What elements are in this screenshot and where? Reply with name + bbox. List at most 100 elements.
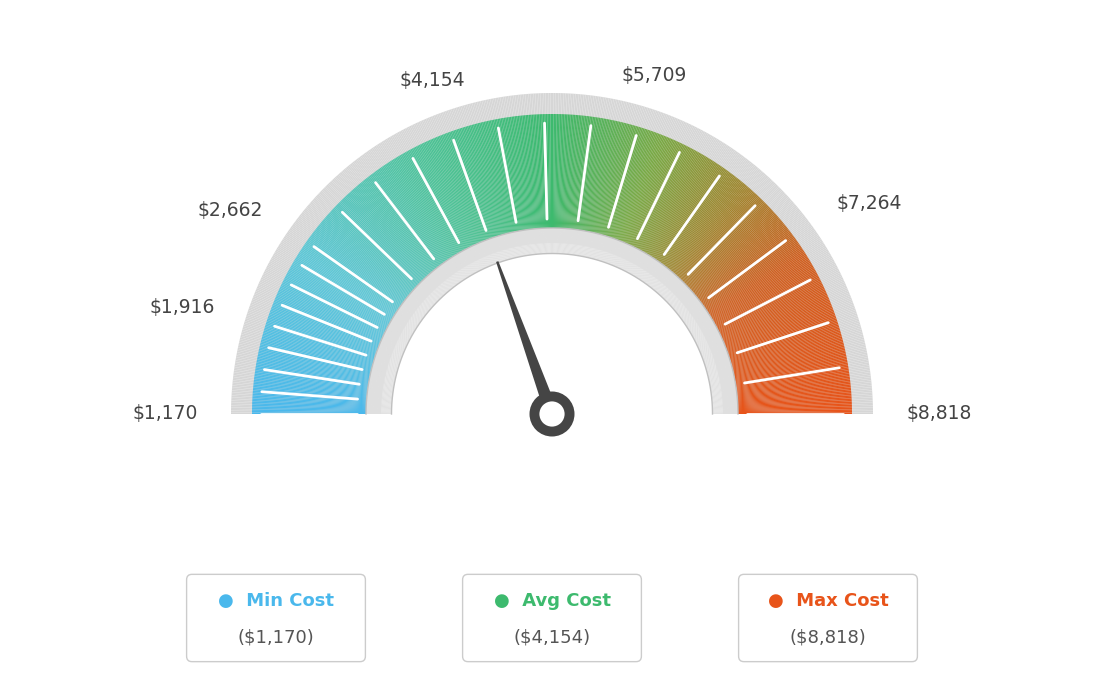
Polygon shape	[693, 327, 716, 339]
Polygon shape	[371, 371, 396, 377]
Polygon shape	[479, 123, 508, 234]
Polygon shape	[436, 268, 453, 288]
Polygon shape	[507, 117, 524, 230]
Polygon shape	[681, 197, 761, 280]
Text: $1,916: $1,916	[149, 297, 214, 317]
Polygon shape	[253, 384, 367, 397]
Polygon shape	[603, 107, 648, 251]
Polygon shape	[389, 325, 411, 338]
Polygon shape	[671, 184, 745, 272]
Polygon shape	[253, 387, 367, 398]
Polygon shape	[552, 114, 553, 228]
Polygon shape	[647, 148, 732, 273]
Polygon shape	[708, 371, 733, 377]
Polygon shape	[567, 229, 571, 255]
Polygon shape	[410, 126, 477, 261]
Polygon shape	[391, 160, 453, 257]
Polygon shape	[660, 166, 756, 282]
Polygon shape	[305, 243, 400, 308]
Polygon shape	[434, 270, 452, 290]
Polygon shape	[447, 260, 461, 282]
Polygon shape	[376, 352, 401, 362]
Polygon shape	[631, 143, 681, 246]
Polygon shape	[405, 128, 475, 262]
Polygon shape	[565, 115, 575, 228]
Polygon shape	[532, 229, 537, 255]
Polygon shape	[458, 128, 495, 237]
Polygon shape	[704, 243, 799, 308]
Polygon shape	[651, 153, 741, 276]
Polygon shape	[659, 164, 754, 281]
Polygon shape	[367, 400, 392, 402]
Polygon shape	[720, 285, 824, 335]
Polygon shape	[415, 123, 480, 259]
Polygon shape	[545, 228, 546, 254]
Polygon shape	[231, 407, 381, 411]
Polygon shape	[367, 404, 392, 406]
Polygon shape	[404, 301, 425, 317]
Polygon shape	[272, 257, 403, 331]
Polygon shape	[595, 104, 635, 249]
Polygon shape	[649, 266, 666, 286]
Polygon shape	[512, 232, 519, 257]
Polygon shape	[523, 115, 535, 229]
Polygon shape	[258, 282, 396, 344]
Polygon shape	[467, 104, 508, 249]
Polygon shape	[256, 362, 369, 383]
Polygon shape	[367, 411, 392, 413]
Polygon shape	[368, 388, 393, 393]
Polygon shape	[701, 255, 831, 330]
Polygon shape	[438, 266, 455, 286]
Polygon shape	[737, 398, 851, 405]
Polygon shape	[723, 406, 873, 411]
Polygon shape	[251, 301, 392, 355]
Polygon shape	[689, 317, 711, 331]
Polygon shape	[319, 224, 408, 297]
Polygon shape	[480, 101, 514, 247]
Polygon shape	[235, 360, 383, 386]
Polygon shape	[711, 386, 736, 391]
Polygon shape	[681, 199, 762, 281]
Polygon shape	[593, 102, 630, 248]
Polygon shape	[599, 237, 608, 261]
Polygon shape	[700, 341, 723, 352]
Polygon shape	[712, 304, 854, 356]
Polygon shape	[488, 239, 498, 264]
Text: ●  Max Cost: ● Max Cost	[767, 593, 889, 611]
Polygon shape	[672, 290, 691, 308]
Polygon shape	[232, 386, 382, 400]
Polygon shape	[725, 306, 832, 348]
Polygon shape	[648, 157, 708, 255]
Polygon shape	[541, 228, 543, 254]
Polygon shape	[710, 380, 735, 386]
Polygon shape	[709, 371, 733, 378]
Polygon shape	[711, 388, 736, 392]
Polygon shape	[624, 123, 689, 259]
Polygon shape	[454, 255, 468, 277]
Polygon shape	[261, 277, 397, 342]
Polygon shape	[687, 217, 807, 310]
Polygon shape	[362, 181, 435, 270]
Polygon shape	[470, 246, 482, 270]
Polygon shape	[382, 338, 405, 350]
Polygon shape	[614, 242, 625, 266]
Polygon shape	[363, 180, 436, 270]
Polygon shape	[263, 333, 373, 365]
Polygon shape	[231, 402, 381, 408]
Polygon shape	[699, 340, 723, 351]
Polygon shape	[707, 363, 731, 371]
Polygon shape	[558, 228, 560, 254]
Polygon shape	[712, 395, 737, 399]
Polygon shape	[722, 387, 872, 401]
Polygon shape	[683, 202, 765, 283]
Polygon shape	[302, 246, 399, 310]
Polygon shape	[606, 110, 656, 253]
Polygon shape	[253, 391, 367, 400]
Polygon shape	[449, 259, 464, 280]
Polygon shape	[495, 119, 517, 231]
Polygon shape	[548, 114, 550, 228]
Polygon shape	[463, 250, 476, 273]
Polygon shape	[277, 293, 382, 340]
Polygon shape	[257, 355, 370, 378]
Polygon shape	[640, 150, 696, 250]
